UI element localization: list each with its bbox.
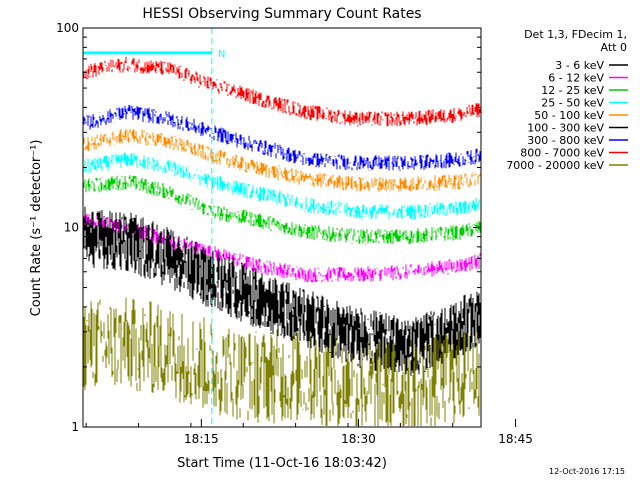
y-axis-label: Count Rate (s⁻¹ detector⁻¹)	[29, 140, 44, 317]
y-tick-label: 10	[64, 221, 79, 235]
series-layer	[83, 56, 481, 426]
y-tick-label: 1	[71, 420, 79, 434]
x-tick-label: 18:45	[498, 432, 533, 446]
series-line-300-800-kev	[83, 104, 481, 171]
timestamp-label: 12-Oct-2016 17:15	[549, 467, 625, 476]
y-tick-label: 100	[56, 21, 79, 35]
legend-label-100-300-kev: 100 - 300 keV	[527, 122, 604, 135]
annotation-label-n: N	[218, 49, 225, 60]
overlay-layer: NFS	[83, 28, 225, 427]
x-tick-label: 18:30	[341, 432, 376, 446]
series-line-50-100-kev	[83, 128, 481, 192]
legend-label-6-12-kev: 6 - 12 keV	[548, 72, 604, 85]
legend-label-3-6-kev: 3 - 6 keV	[555, 59, 604, 72]
chart-title: HESSI Observing Summary Count Rates	[142, 6, 421, 22]
series-line-800-7000-kev	[83, 56, 481, 127]
legend-header-line-1: Det 1,3, FDecim 1,	[524, 28, 627, 41]
legend-header-line-2: Att 0	[601, 41, 627, 54]
x-tick-label: 18:15	[184, 432, 219, 446]
series-line-25-50-kev	[83, 152, 481, 220]
legend-label-800-7000-kev: 800 - 7000 keV	[520, 147, 604, 160]
legend-label-50-100-kev: 50 - 100 keV	[534, 109, 604, 122]
series-line-12-25-kev	[83, 175, 481, 245]
legend-label-7000-20000-kev: 7000 - 20000 keV	[506, 159, 604, 172]
legend-label-300-800-kev: 300 - 800 keV	[527, 134, 604, 147]
x-axis-label: Start Time (11-Oct-16 18:03:42)	[177, 456, 387, 471]
series-line-7000-20000-kev	[83, 297, 480, 426]
legend-label-25-50-kev: 25 - 50 keV	[541, 97, 604, 110]
legend-label-12-25-kev: 12 - 25 keV	[541, 84, 604, 97]
